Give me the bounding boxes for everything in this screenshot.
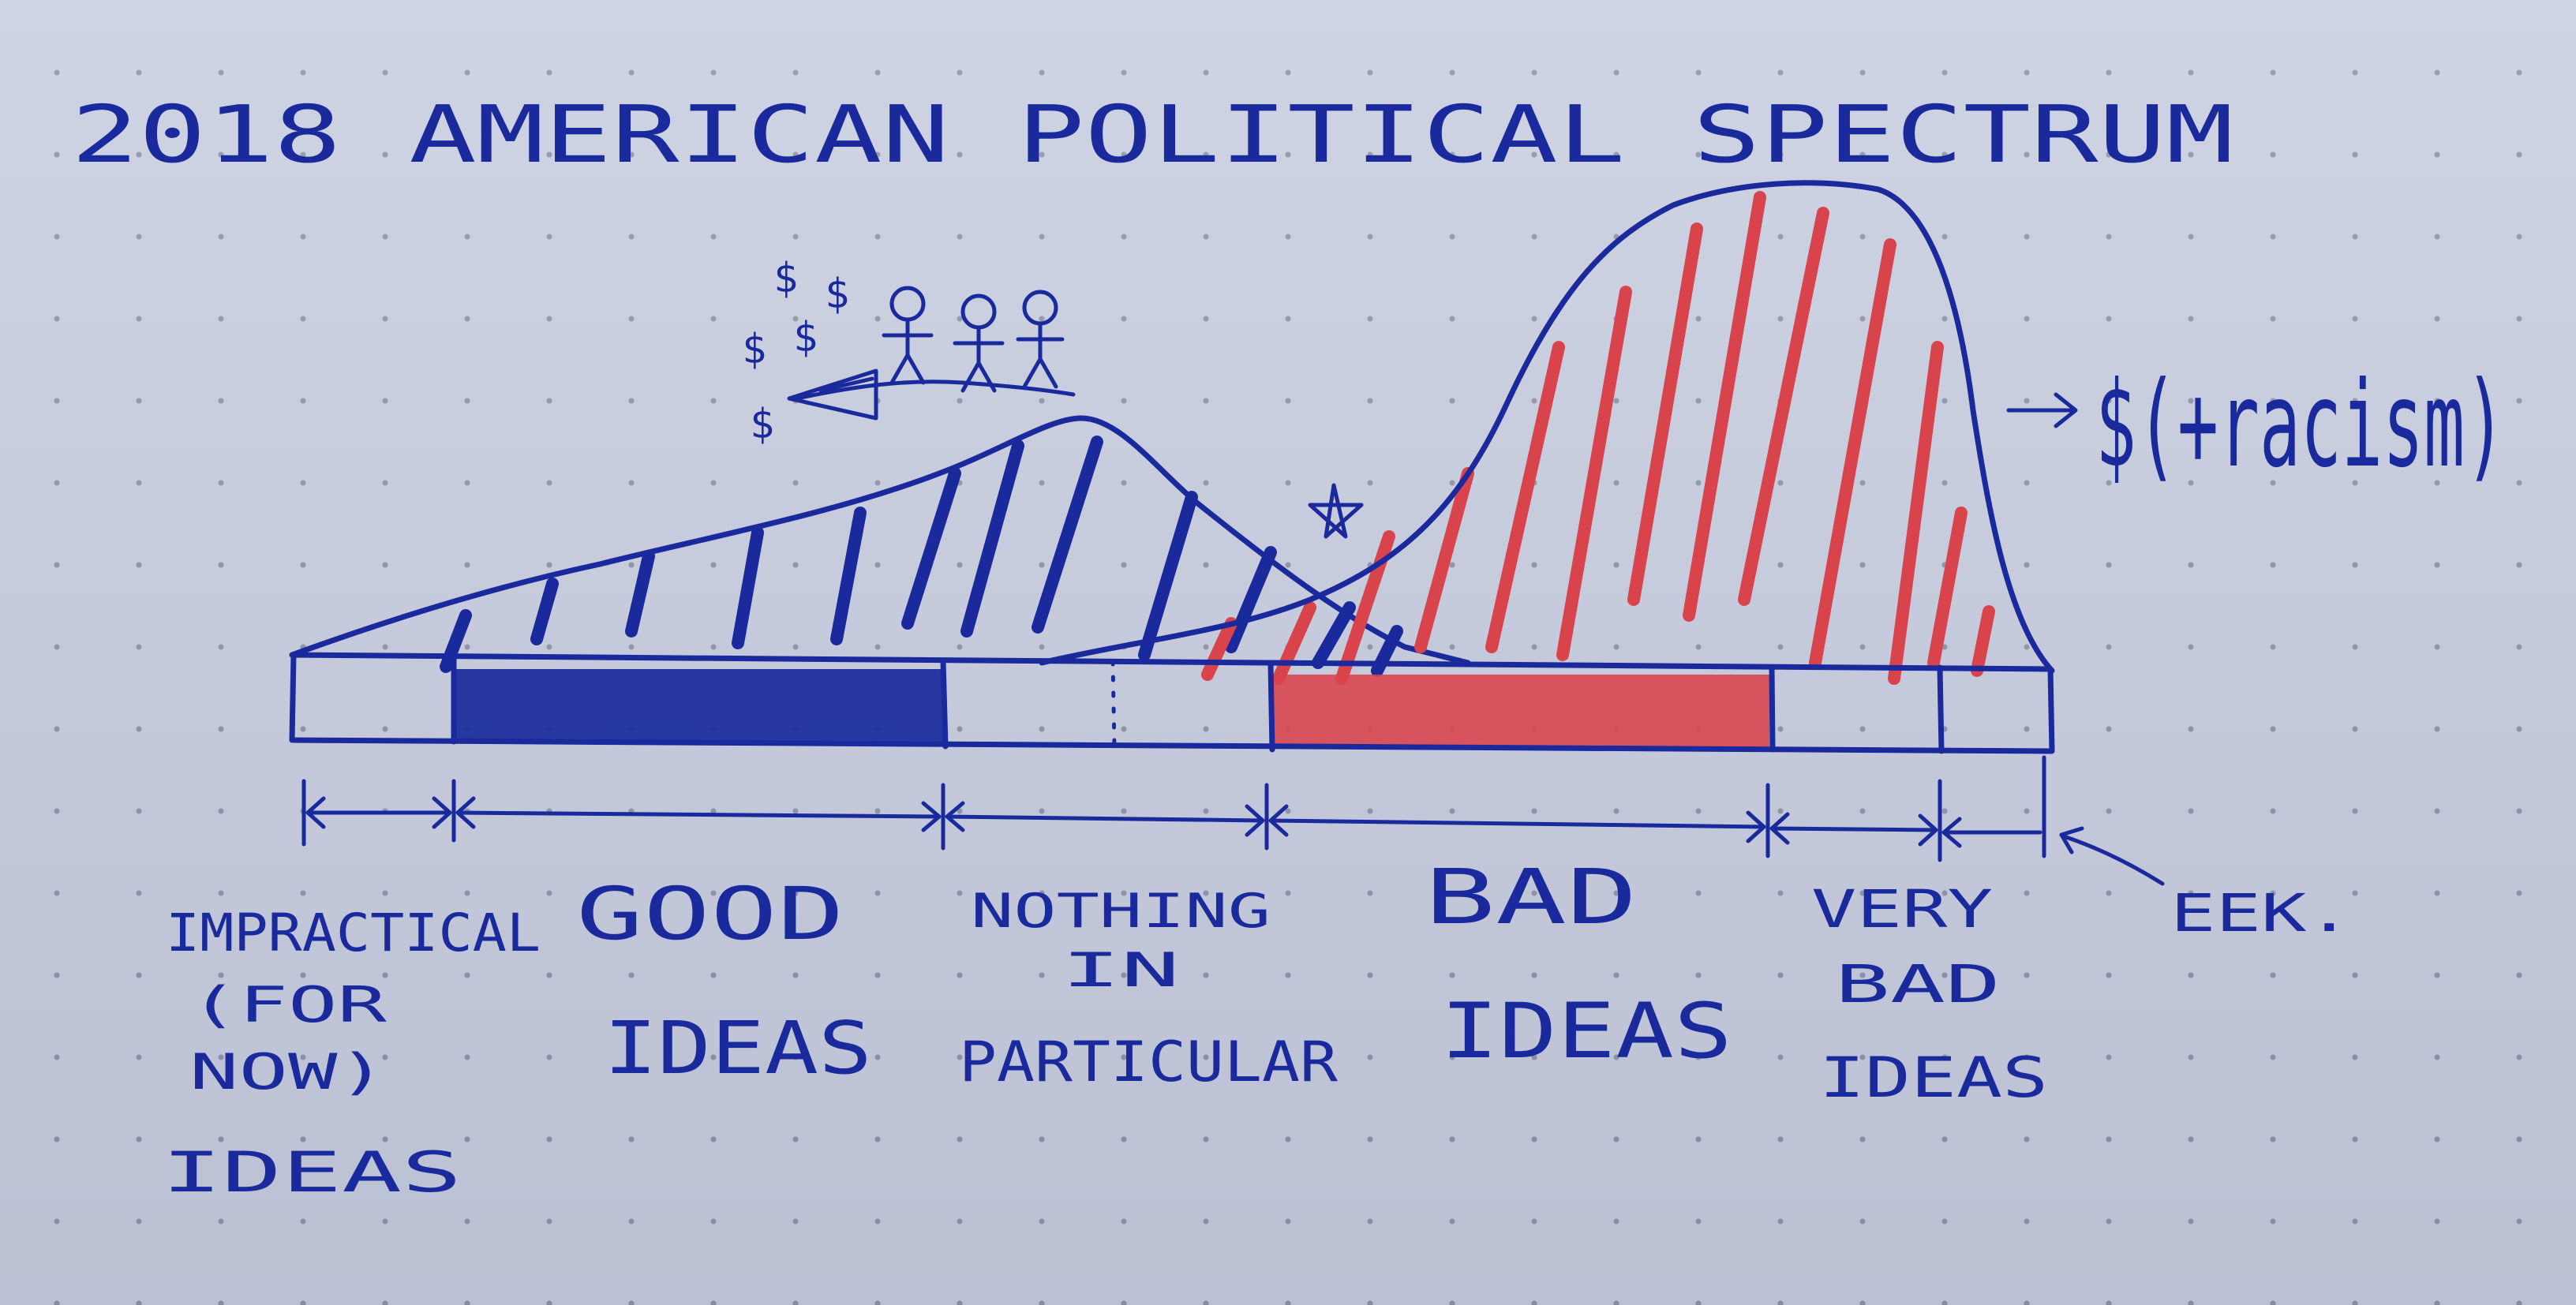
range-arrows xyxy=(301,755,2165,886)
label-bad-line1: BAD xyxy=(1425,853,1638,941)
blue-curve xyxy=(289,415,1471,666)
dollar-sign-icon: $ xyxy=(825,271,849,318)
label-impractical-line2: (FOR xyxy=(189,976,388,1034)
bar-outline xyxy=(289,652,2055,754)
stick-figure xyxy=(953,294,1005,393)
red-distribution xyxy=(1039,180,2055,685)
stick-figure xyxy=(1016,290,1065,389)
label-bad-line2: IDEAS xyxy=(1440,987,1732,1075)
dollar-sign-icon: $ xyxy=(742,326,766,373)
label-very-bad-line3: IDEAS xyxy=(1819,1045,2048,1110)
blue-distribution xyxy=(289,415,1471,677)
label-impractical-line4: IDEAS xyxy=(162,1140,462,1205)
stick-figures-with-money: $ $ $ $ $ xyxy=(742,255,1076,448)
label-very-bad-line2: BAD xyxy=(1835,954,2001,1015)
dollar-sign-icon: $ xyxy=(750,401,774,448)
spectrum-bar xyxy=(289,652,2055,754)
dollar-sign-icon: $ xyxy=(773,255,798,302)
label-good-line2: IDEAS xyxy=(604,1006,872,1090)
star-icon xyxy=(1308,483,1364,539)
hill-line xyxy=(795,380,1076,401)
megaphone-icon xyxy=(787,368,878,421)
label-nothing-line1: NOTHING xyxy=(971,884,1271,939)
red-curve xyxy=(1039,180,2055,674)
bad-ideas-fill xyxy=(1272,675,1769,747)
diagram-title: 2018 AMERICAN POLITICAL SPECTRUM xyxy=(71,88,2233,181)
label-good-line1: GOOD xyxy=(576,872,844,956)
label-very-bad-line1: VERY xyxy=(1811,879,1993,940)
label-nothing-line3: PARTICULAR xyxy=(959,1030,1339,1094)
label-nothing-line2: IN xyxy=(1061,943,1180,998)
good-ideas-fill xyxy=(454,669,943,742)
label-impractical-line3: NOW) xyxy=(189,1043,387,1101)
label-impractical-line1: IMPRACTICAL xyxy=(166,903,541,963)
arrow-to-money-icon xyxy=(2006,392,2078,428)
money-annotation: $(+racism) xyxy=(2006,357,2506,494)
label-eek: EEK. xyxy=(2170,883,2352,944)
money-racism-note: $(+racism) xyxy=(2095,357,2506,494)
stick-figure xyxy=(882,286,934,385)
dollar-sign-icon: $ xyxy=(793,314,818,361)
